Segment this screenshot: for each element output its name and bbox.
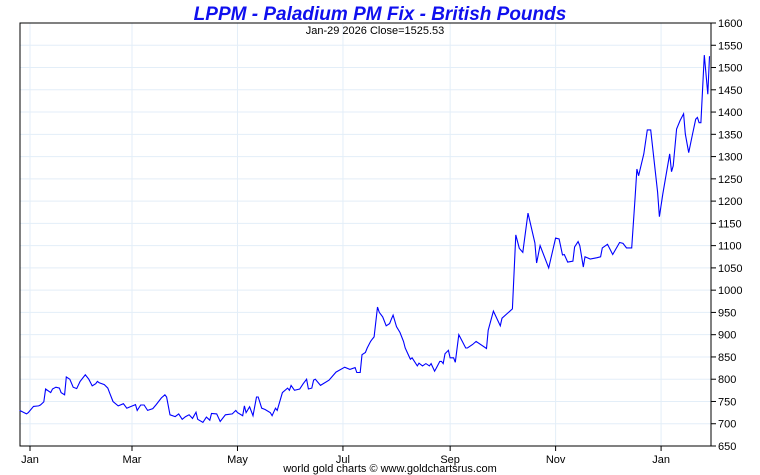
x-tick-label: Jan — [652, 454, 670, 466]
gridlines — [20, 23, 711, 446]
x-tick-label: Nov — [546, 454, 566, 466]
x-tick-label: Jul — [336, 454, 350, 466]
y-tick-label: 1050 — [718, 263, 742, 275]
chart-subtitle: Jan-29 2026 Close=1525.53 — [306, 25, 445, 37]
y-tick-label: 1350 — [718, 129, 742, 141]
y-tick-label: 1500 — [718, 63, 742, 75]
y-tick-label: 1550 — [718, 40, 742, 52]
y-tick-label: 750 — [718, 396, 736, 408]
x-tick-label: Mar — [123, 454, 142, 466]
x-tick-label: Jan — [21, 454, 39, 466]
y-tick-label: 850 — [718, 352, 736, 364]
y-axis: 650 700 750 800 850 900 950 1000 1050 1100 1150 120… — [711, 18, 742, 453]
y-tick-label: 950 — [718, 307, 736, 319]
y-tick-label: 1200 — [718, 196, 742, 208]
x-tick-label: May — [227, 454, 248, 466]
x-axis: Jan Mar May Jul Sep Nov Jan — [21, 446, 670, 466]
y-tick-label: 900 — [718, 330, 736, 342]
x-tick-label: Sep — [440, 454, 460, 466]
y-tick-label: 1450 — [718, 85, 742, 97]
y-tick-label: 1000 — [718, 285, 742, 297]
y-tick-label: 650 — [718, 441, 736, 453]
price-line — [19, 55, 711, 424]
plot-frame — [19, 22, 712, 447]
y-tick-label: 1250 — [718, 174, 742, 186]
y-tick-label: 1150 — [718, 218, 742, 230]
chart-footer: world gold charts © www.goldchartsrus.co… — [282, 463, 497, 475]
y-tick-label: 700 — [718, 419, 736, 431]
y-tick-label: 800 — [718, 374, 736, 386]
y-tick-label: 1400 — [718, 107, 742, 119]
y-tick-label: 1600 — [718, 18, 742, 30]
y-tick-label: 1300 — [718, 152, 742, 164]
y-tick-label: 1100 — [718, 241, 742, 253]
chart-title: LPPM - Paladium PM Fix - British Pounds — [194, 4, 567, 25]
